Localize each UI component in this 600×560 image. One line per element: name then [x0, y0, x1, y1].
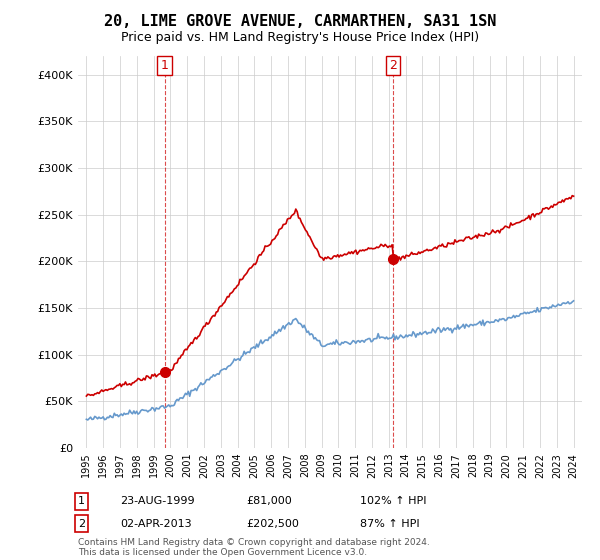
Text: Price paid vs. HM Land Registry's House Price Index (HPI): Price paid vs. HM Land Registry's House … — [121, 31, 479, 44]
Text: £81,000: £81,000 — [246, 496, 292, 506]
Text: 1: 1 — [78, 496, 85, 506]
Text: Contains HM Land Registry data © Crown copyright and database right 2024.
This d: Contains HM Land Registry data © Crown c… — [78, 538, 430, 557]
Text: £202,500: £202,500 — [246, 519, 299, 529]
Text: 23-AUG-1999: 23-AUG-1999 — [120, 496, 194, 506]
Text: 87% ↑ HPI: 87% ↑ HPI — [360, 519, 419, 529]
Text: 02-APR-2013: 02-APR-2013 — [120, 519, 191, 529]
Text: 2: 2 — [78, 519, 85, 529]
Text: 102% ↑ HPI: 102% ↑ HPI — [360, 496, 427, 506]
Text: 20, LIME GROVE AVENUE, CARMARTHEN, SA31 1SN: 20, LIME GROVE AVENUE, CARMARTHEN, SA31 … — [104, 14, 496, 29]
Text: 2: 2 — [389, 59, 397, 72]
Text: 1: 1 — [161, 59, 169, 72]
